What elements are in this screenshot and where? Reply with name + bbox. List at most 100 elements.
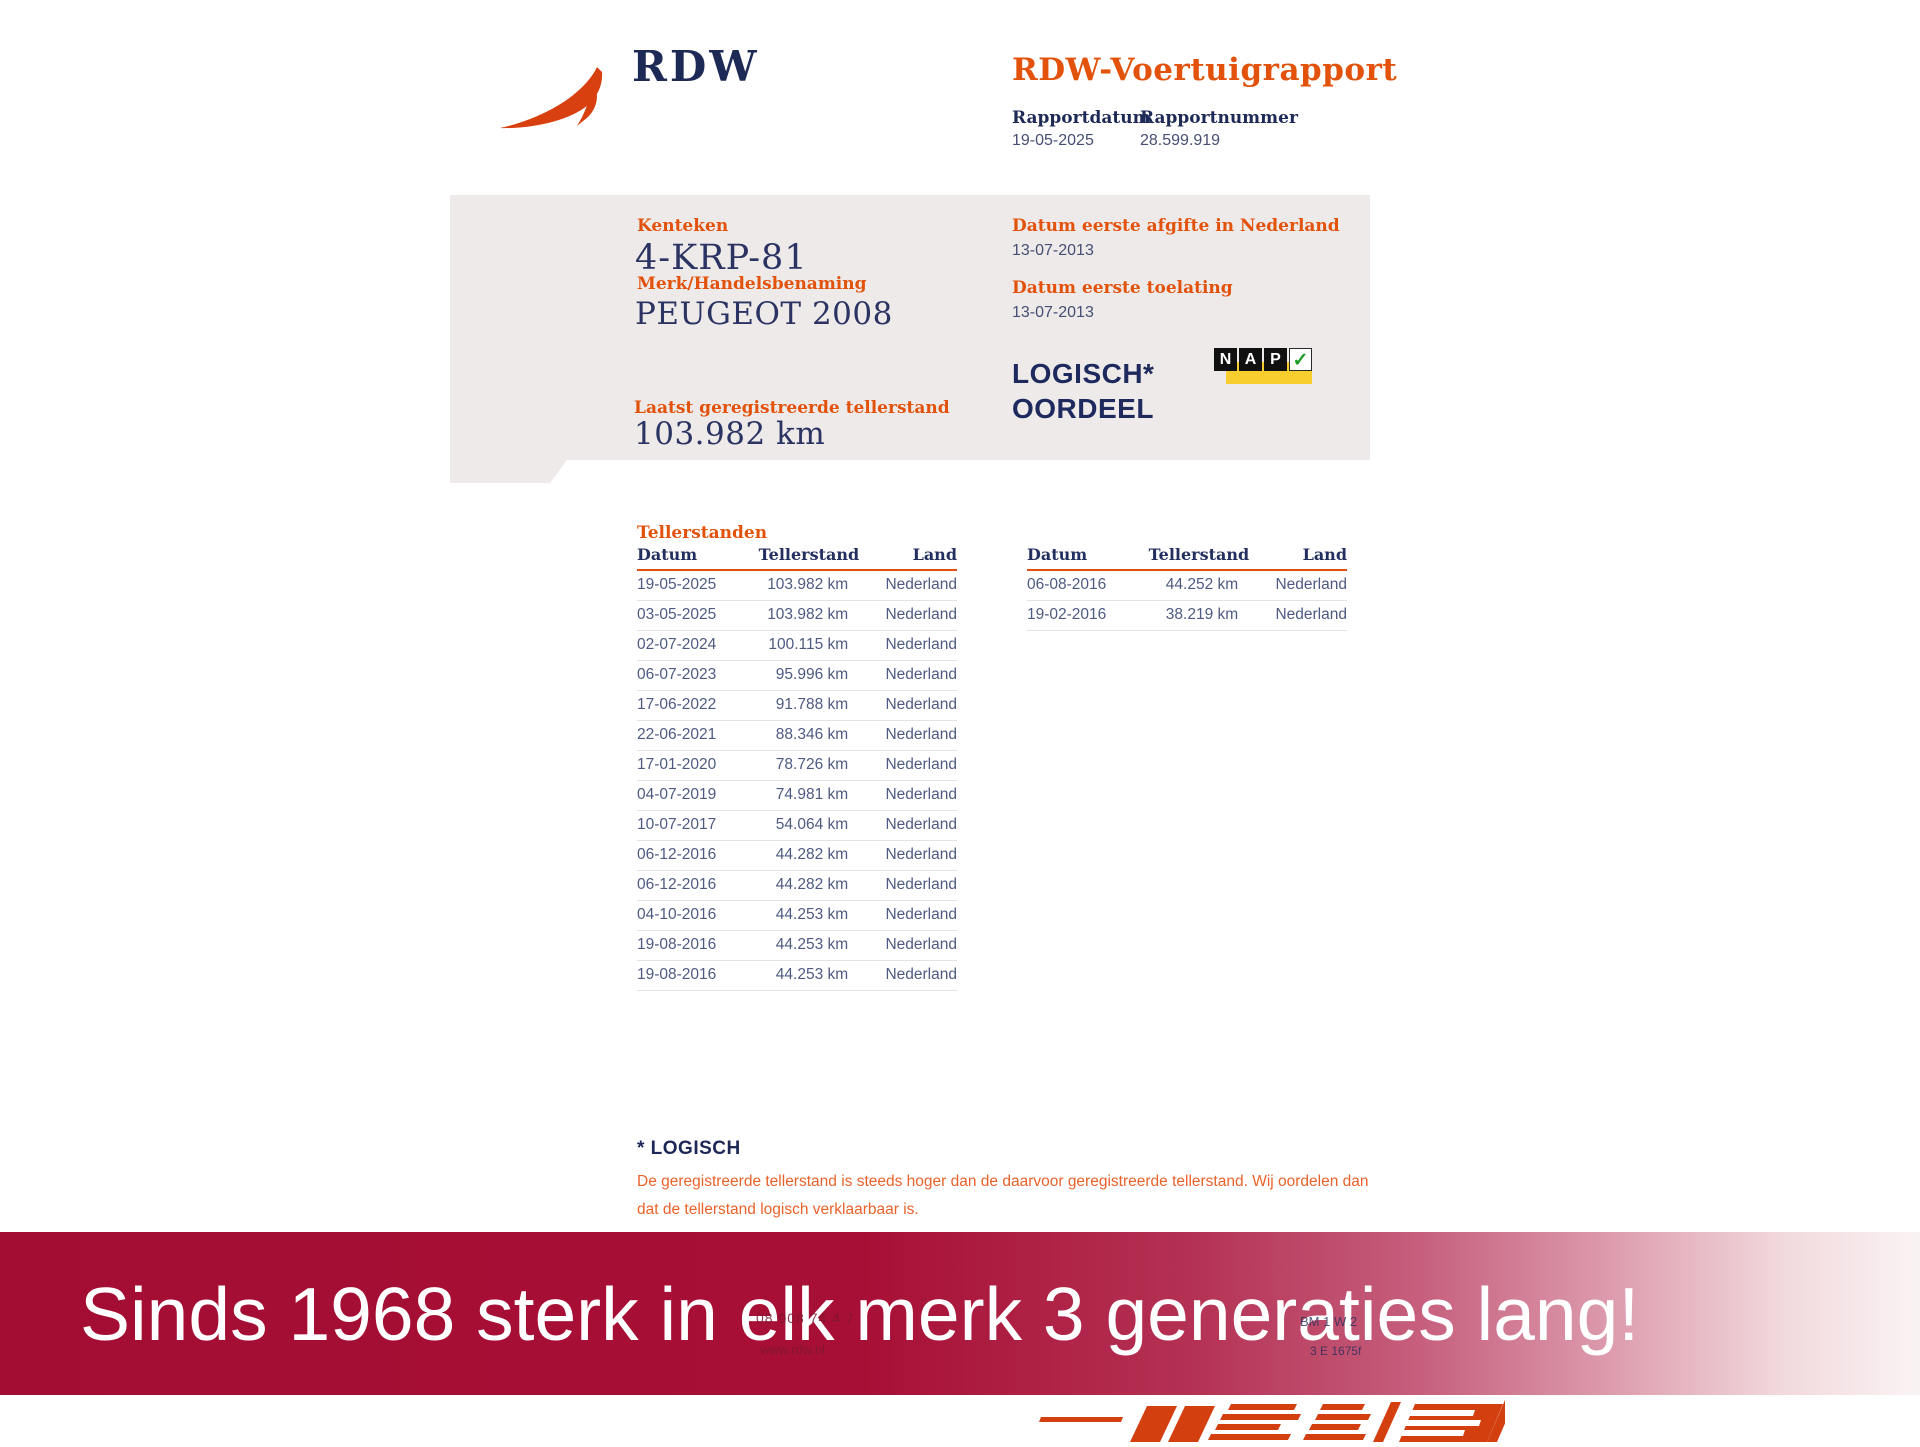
table-cell: Nederland [1238,570,1347,601]
table-cell: Nederland [848,720,957,751]
table-cell: 22-06-2021 [637,720,759,751]
report-date-label: Rapportdatum [1012,108,1151,128]
table-row: 17-01-2020 78.726 km Nederland [637,750,957,781]
promo-banner: Sinds 1968 sterk in elk merk 3 generatie… [0,1232,1920,1395]
column-header-tellerstand: Tellerstand [758,545,859,571]
odometer-label: Laatst geregistreerde tellerstand [634,398,950,418]
verdict-text: LOGISCH* OORDEEL [1012,356,1154,426]
table-cell: 04-10-2016 [637,900,759,931]
table-cell: 95.996 km [758,660,849,691]
table-cell: 17-06-2022 [637,690,759,721]
column-header-tellerstand: Tellerstand [1148,545,1249,571]
first-issue-value: 13-07-2013 [1012,242,1094,259]
nap-letter-a: A [1239,348,1262,371]
odometer-value: 103.982 km [634,416,826,452]
table-cell: 03-05-2025 [637,600,759,631]
first-issue-label: Datum eerste afgifte in Nederland [1012,216,1340,236]
table-row: 17-06-2022 91.788 km Nederland [637,690,957,721]
table-cell: 88.346 km [758,720,849,751]
footnote-line1: De geregistreerde tellerstand is steeds … [637,1173,1369,1190]
promo-banner-text: Sinds 1968 sterk in elk merk 3 generatie… [80,1271,1640,1356]
nap-logo: N A P ✓ [1214,346,1314,388]
table-cell: 44.253 km [758,930,849,961]
report-number-label: Rapportnummer [1140,108,1298,128]
table-cell: Nederland [848,810,957,841]
table-row: 06-07-2023 95.996 km Nederland [637,660,957,691]
table-cell: Nederland [848,600,957,631]
table-cell: 44.253 km [758,900,849,931]
table-cell: 06-07-2023 [637,660,759,691]
table-cell: 04-07-2019 [637,780,759,811]
faint-code-fragment-2: 3 E 1675f [1310,1344,1362,1358]
rdw-logo-wordmark: RDW [632,42,760,91]
table-cell: 44.252 km [1148,570,1239,601]
table-row: 10-07-2017 54.064 km Nederland [637,810,957,841]
table-cell: 91.788 km [758,690,849,721]
license-label: Kenteken [637,216,729,236]
table-cell: 02-07-2024 [637,630,759,661]
table-cell: 19-08-2016 [637,960,759,991]
first-admission-label: Datum eerste toelating [1012,278,1233,298]
table-cell: 74.981 km [758,780,849,811]
table-cell: 19-08-2016 [637,930,759,961]
table-cell: 38.219 km [1148,600,1239,631]
odometer-table-left: Datum Tellerstand Land 19-05-2025 103.982… [637,545,957,991]
odometer-table-right: Datum Tellerstand Land 06-08-2016 44.252 … [1027,545,1347,631]
table-cell: Nederland [848,660,957,691]
table-row: 19-08-2016 44.253 km Nederland [637,960,957,991]
table-cell: Nederland [848,570,957,601]
table-cell: 103.982 km [758,600,849,631]
table-cell: Nederland [848,840,957,871]
column-header-land: Land [848,545,957,571]
table-cell: 17-01-2020 [637,750,759,781]
table-row: 06-08-2016 44.252 km Nederland [1027,570,1347,601]
table-cell: Nederland [848,960,957,991]
table-cell: 19-05-2025 [637,570,759,601]
report-number-value: 28.599.919 [1140,132,1221,149]
nap-letter-n: N [1214,348,1237,371]
table-row: 19-02-2016 38.219 km Nederland [1027,600,1347,631]
faint-website-fragment: www.rdw.nl [760,1342,826,1357]
table-row: 03-05-2025 103.982 km Nederland [637,600,957,631]
license-plate-value: 4-KRP-81 [635,238,808,278]
table-row: 04-07-2019 74.981 km Nederland [637,780,957,811]
table-row: 06-12-2016 44.282 km Nederland [637,840,957,871]
table-row: 02-07-2024 100.115 km Nederland [637,630,957,661]
table-cell: 103.982 km [758,570,849,601]
vehicle-summary-card [450,195,1370,483]
table-cell: Nederland [848,750,957,781]
table-cell: 100.115 km [758,630,849,661]
table-cell: Nederland [1238,600,1347,631]
table-row: 19-05-2025 103.982 km Nederland [637,570,957,601]
verdict-line1: LOGISCH* [1012,358,1155,389]
column-header-land: Land [1238,545,1347,571]
table-cell: 44.253 km [758,960,849,991]
brand-label: Merk/Handelsbenaming [637,274,867,294]
table-cell: 19-02-2016 [1027,600,1149,631]
column-header-datum: Datum [637,545,759,571]
table-cell: 10-07-2017 [637,810,759,841]
footnote-title: * LOGISCH [637,1138,741,1159]
table-cell: Nederland [848,630,957,661]
table-cell: 44.282 km [758,870,849,901]
table-cell: 06-08-2016 [1027,570,1149,601]
table-cell: 78.726 km [758,750,849,781]
table-cell: Nederland [848,930,957,961]
table-cell: Nederland [848,870,957,901]
report-title: RDW-Voertuigrapport [1012,52,1398,88]
nap-checkmark-icon: ✓ [1289,348,1312,371]
table-header-row: Datum Tellerstand Land [637,545,957,571]
report-date-value: 19-05-2025 [1012,132,1094,149]
rdw-feather-icon [498,58,616,130]
table-row: 19-08-2016 44.253 km Nederland [637,930,957,961]
footnote-body: De geregistreerde tellerstand is steeds … [637,1168,1417,1224]
table-header-row: Datum Tellerstand Land [1027,545,1347,571]
table-row: 06-12-2016 44.282 km Nederland [637,870,957,901]
faint-phone-fragment: 08 008 74 4 7 [756,1310,855,1326]
brand-value: PEUGEOT 2008 [635,296,893,332]
faint-code-fragment-1: BM 1 W 2 [1300,1314,1358,1329]
nap-letter-p: P [1264,348,1287,371]
table-cell: Nederland [848,690,957,721]
odometer-section-title: Tellerstanden [637,523,768,543]
table-cell: Nederland [848,900,957,931]
